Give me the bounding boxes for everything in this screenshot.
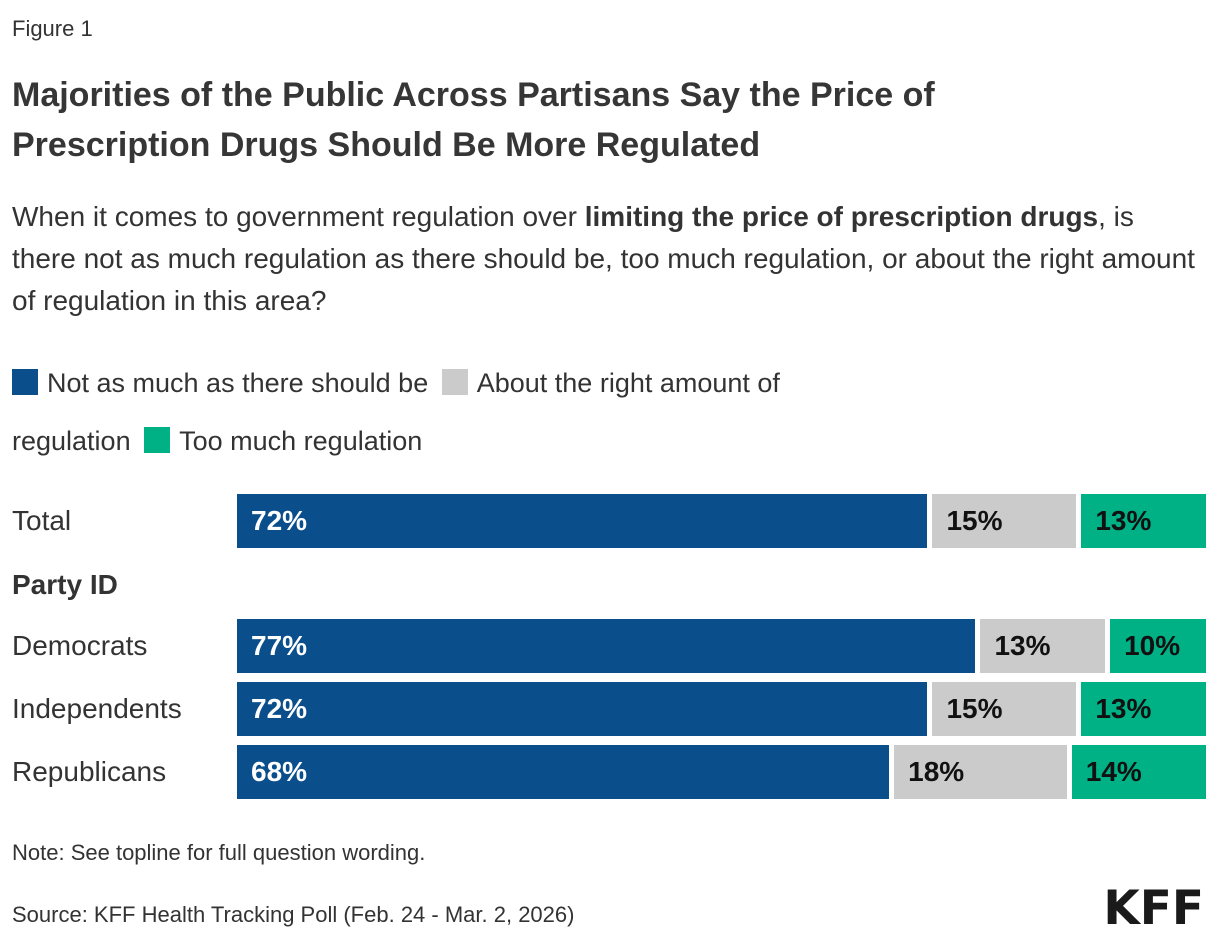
question-pre: When it comes to government regulation o… [12,201,585,232]
bar-independents: 72% 15% 13% [237,682,1206,736]
segment-value: 77% [251,630,308,661]
segment-value: 13% [994,630,1051,661]
legend-swatch-gray-icon [441,369,468,395]
legend-label: About the right amount of regulation [12,368,780,456]
source-text: Source: KFF Health Tracking Poll (Feb. 2… [12,902,575,927]
bar-row-independents: Independents 72% 15% 13% [12,682,1206,736]
legend-item-not-as-much: Not as much as there should be [12,368,428,398]
question-post: , is there not as much regulation as the… [12,201,1195,316]
segment-value: 15% [946,693,1003,724]
segment-value: 10% [1124,630,1181,661]
bar-row-democrats: Democrats 77% 13% 10% [12,619,1207,673]
legend-label: Too much regulation [179,426,423,456]
segment-value: 15% [946,505,1003,536]
note-text: Note: See topline for full question word… [12,840,426,866]
segment-republicans-right-amount: 18% [894,745,1067,799]
legend-swatch-blue-icon [12,369,38,395]
bar-total: 72% 15% 13% [237,494,1206,548]
segment-value: 68% [251,756,308,787]
segment-value: 18% [908,756,965,787]
segment-total-right-amount: 15% [932,494,1077,548]
section-label-party-id: Party ID [12,569,118,600]
segment-republicans-not-as-much: 68% [237,745,890,799]
figure-label: Figure 1 [12,16,93,41]
segment-total-not-as-much: 72% [237,494,928,548]
source-row: Source: KFF Health Tracking Poll (Feb. 2… [12,881,1204,937]
row-label-total: Total [12,505,72,536]
segment-independents-not-as-much: 72% [237,682,928,736]
legend-swatch-green-icon [144,427,171,453]
segment-value: 14% [1085,756,1142,787]
question-bold: limiting the price of prescription drugs [584,201,1099,232]
segment-independents-right-amount: 15% [932,682,1077,736]
legend-item-right-amount: About the right amount of regulation [12,368,780,456]
segment-total-too-much: 13% [1081,494,1206,548]
bar-row-republicans: Republicans 68% 18% 14% [12,745,1207,799]
bar-row-total: Total 72% 15% 13% [12,494,1206,548]
chart-footer: Note: See topline for full question word… [12,840,1204,932]
segment-value: 72% [251,693,308,724]
segment-value: 13% [1095,505,1152,536]
row-label-republicans: Republicans [12,756,167,787]
row-label-independents: Independents [12,693,182,724]
segment-republicans-too-much: 14% [1071,745,1207,799]
legend-label: Not as much as there should be [47,368,429,398]
bar-democrats: 77% 13% 10% [237,619,1207,673]
bar-republicans: 68% 18% 14% [237,745,1207,799]
stacked-bar-chart: Total 72% 15% 13% Party ID Democrats 77%… [12,494,1207,799]
question-text: When it comes to government regulation o… [12,196,1204,322]
legend-item-too-much: Too much regulation [144,426,422,456]
segment-value: 72% [251,505,308,536]
kff-logo: KFF [1103,881,1204,937]
chart-title: Majorities of the Public Across Partisan… [12,76,935,164]
segment-value: 13% [1095,693,1152,724]
segment-democrats-right-amount: 13% [980,619,1106,673]
row-label-democrats: Democrats [12,630,148,661]
chart-legend: Not as much as there should be About the… [12,354,892,470]
segment-independents-too-much: 13% [1081,682,1206,736]
segment-democrats-not-as-much: 77% [237,619,976,673]
segment-democrats-too-much: 10% [1110,619,1207,673]
